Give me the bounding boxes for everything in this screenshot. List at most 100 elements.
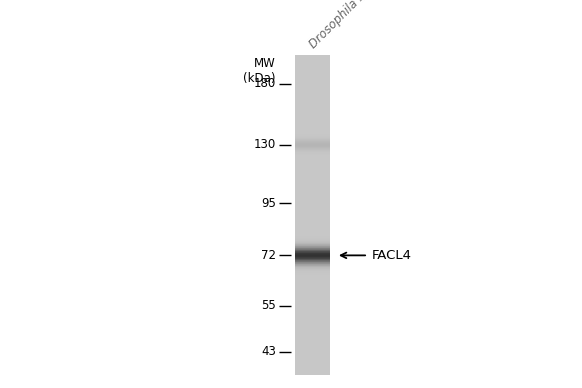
- Bar: [295, 179, 330, 180]
- Bar: [295, 338, 330, 339]
- Bar: [295, 282, 330, 283]
- Bar: [295, 89, 330, 90]
- Bar: [295, 67, 330, 68]
- Bar: [295, 371, 330, 372]
- Bar: [295, 193, 330, 194]
- Bar: [295, 207, 330, 208]
- Bar: [295, 242, 330, 243]
- Bar: [295, 330, 330, 331]
- Bar: [295, 192, 330, 193]
- Bar: [295, 199, 330, 200]
- Bar: [295, 143, 330, 144]
- Bar: [295, 140, 330, 141]
- Bar: [295, 173, 330, 174]
- Bar: [295, 350, 330, 351]
- Bar: [295, 88, 330, 89]
- Bar: [295, 360, 330, 361]
- Bar: [295, 284, 330, 285]
- Bar: [295, 183, 330, 184]
- Text: 72: 72: [261, 249, 276, 262]
- Bar: [295, 281, 330, 282]
- Bar: [295, 318, 330, 319]
- Bar: [295, 111, 330, 112]
- Bar: [295, 77, 330, 78]
- Bar: [295, 82, 330, 83]
- Bar: [295, 127, 330, 128]
- Bar: [295, 236, 330, 237]
- Bar: [295, 133, 330, 134]
- Bar: [295, 337, 330, 338]
- Bar: [295, 214, 330, 215]
- Bar: [295, 279, 330, 280]
- Bar: [295, 139, 330, 140]
- Bar: [295, 79, 330, 80]
- Bar: [295, 211, 330, 212]
- Bar: [295, 361, 330, 362]
- Bar: [295, 185, 330, 186]
- Bar: [295, 197, 330, 198]
- Bar: [295, 121, 330, 122]
- Bar: [295, 168, 330, 169]
- Bar: [295, 210, 330, 211]
- Text: 55: 55: [261, 299, 276, 312]
- Bar: [295, 93, 330, 94]
- Bar: [295, 169, 330, 170]
- Bar: [295, 170, 330, 171]
- Bar: [295, 131, 330, 132]
- Bar: [295, 152, 330, 153]
- Bar: [295, 57, 330, 58]
- Bar: [295, 232, 330, 233]
- Bar: [295, 233, 330, 234]
- Bar: [295, 342, 330, 343]
- Bar: [295, 215, 330, 216]
- Bar: [295, 154, 330, 155]
- Bar: [295, 108, 330, 109]
- Bar: [295, 218, 330, 219]
- Bar: [295, 243, 330, 244]
- Bar: [295, 304, 330, 305]
- Bar: [295, 147, 330, 148]
- Bar: [295, 234, 330, 235]
- Bar: [295, 85, 330, 86]
- Bar: [295, 95, 330, 96]
- Bar: [295, 71, 330, 72]
- Bar: [295, 118, 330, 119]
- Bar: [295, 293, 330, 294]
- Bar: [295, 164, 330, 165]
- Bar: [295, 367, 330, 368]
- Bar: [295, 190, 330, 191]
- Bar: [295, 72, 330, 73]
- Bar: [295, 312, 330, 313]
- Bar: [295, 274, 330, 275]
- Bar: [295, 335, 330, 336]
- Bar: [295, 276, 330, 277]
- Bar: [295, 264, 330, 265]
- Bar: [295, 222, 330, 223]
- Bar: [295, 217, 330, 218]
- Bar: [295, 269, 330, 270]
- Bar: [295, 346, 330, 347]
- Bar: [295, 288, 330, 289]
- Bar: [295, 316, 330, 317]
- Bar: [295, 331, 330, 332]
- Bar: [295, 325, 330, 326]
- Bar: [295, 355, 330, 356]
- Text: MW
(kDa): MW (kDa): [243, 57, 276, 85]
- Bar: [295, 74, 330, 75]
- Bar: [295, 180, 330, 181]
- Bar: [295, 200, 330, 201]
- Bar: [295, 184, 330, 185]
- Bar: [295, 321, 330, 322]
- Bar: [295, 320, 330, 321]
- Bar: [295, 301, 330, 302]
- Bar: [295, 368, 330, 369]
- Bar: [295, 289, 330, 290]
- Bar: [295, 226, 330, 227]
- Bar: [295, 372, 330, 373]
- Bar: [295, 333, 330, 334]
- Bar: [295, 305, 330, 306]
- Bar: [295, 151, 330, 152]
- Bar: [295, 358, 330, 359]
- Text: 95: 95: [261, 197, 276, 210]
- Bar: [295, 130, 330, 131]
